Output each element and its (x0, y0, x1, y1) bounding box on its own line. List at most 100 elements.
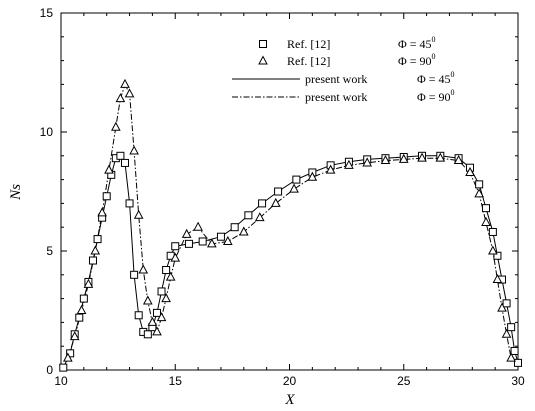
ticks (60, 12, 519, 371)
legend-item-1: Ref. [12] Φ = 450 (259, 35, 436, 51)
data-point-square (502, 299, 511, 308)
data-point-square (488, 227, 497, 236)
data-point-triangle (307, 171, 318, 181)
data-point-triangle (124, 88, 135, 98)
series-markers-2 (63, 78, 516, 362)
data-point-triangle (193, 221, 203, 231)
data-point-triangle (362, 157, 373, 167)
data-point-triangle (111, 121, 121, 131)
data-point-triangle (465, 166, 475, 176)
x-tick-label: 15 (169, 374, 183, 388)
x-tick-label: 25 (397, 374, 411, 388)
series-layer (59, 78, 522, 372)
data-point-square (125, 199, 134, 208)
legend-ref-text: present work (305, 90, 367, 104)
legend-phi-text: Φ = 450 (398, 35, 436, 51)
data-point-square (198, 237, 207, 246)
legend-ref-text: present work (305, 72, 367, 86)
data-point-triangle (398, 153, 409, 163)
data-point-triangle (142, 295, 153, 305)
x-axis-title: X (284, 392, 295, 408)
data-point-triangle (254, 212, 265, 222)
legend-phi-text: Φ = 900 (398, 52, 436, 68)
legend-item-2: Ref. [12] Φ = 900 (258, 52, 436, 68)
data-point-square (292, 175, 301, 184)
series-line (62, 155, 519, 368)
data-point-triangle (90, 245, 101, 255)
data-point-square (152, 308, 161, 317)
data-point-square (102, 192, 111, 201)
data-point-triangle (152, 326, 162, 336)
data-point-square (514, 358, 522, 367)
data-point-square (507, 323, 516, 332)
legend-triangle-symbol (258, 55, 268, 65)
data-point-triangle (453, 154, 464, 165)
data-point-triangle (147, 316, 158, 326)
data-point-square (258, 199, 267, 208)
y-tick-label: 0 (46, 363, 53, 377)
data-point-triangle (83, 278, 94, 288)
series-3 (62, 155, 519, 368)
legend-phi-text: Φ = 450 (417, 70, 455, 86)
data-point-triangle (63, 352, 73, 362)
data-point-triangle (129, 145, 139, 155)
data-point-square (216, 232, 225, 241)
data-point-square (59, 363, 68, 372)
y-axis-title: Ns (8, 184, 24, 201)
data-point-square (493, 251, 502, 260)
y-tick-label: 10 (40, 125, 54, 139)
y-tick-label: 5 (46, 244, 53, 258)
data-point-square (134, 311, 143, 320)
data-point-triangle (492, 273, 503, 284)
series-4 (67, 83, 512, 359)
data-point-triangle (97, 207, 107, 217)
data-point-triangle (417, 152, 427, 162)
tick-labels: 10 15 20 25 30 0 5 10 15 (40, 6, 525, 388)
data-point-square (244, 211, 253, 220)
data-point-triangle (474, 188, 484, 198)
data-point-triangle (238, 226, 249, 236)
data-point-square (130, 270, 139, 279)
data-point-triangle (138, 264, 149, 274)
data-point-triangle (501, 328, 512, 338)
data-point-square (475, 180, 484, 189)
data-point-triangle (115, 93, 126, 103)
y-tick-label: 15 (40, 6, 54, 20)
data-point-square (274, 187, 283, 196)
data-point-triangle (222, 235, 233, 245)
legend-item-3: present work Φ = 450 (232, 70, 455, 86)
data-point-square (230, 223, 239, 232)
data-point-triangle (133, 209, 144, 219)
legend-degree-superscript: 0 (451, 88, 455, 97)
data-point-triangle (325, 164, 336, 174)
data-point-triangle (181, 228, 192, 238)
data-point-square (482, 204, 491, 213)
data-point-square (75, 313, 84, 322)
legend-degree-superscript: 0 (432, 52, 436, 61)
x-tick-label: 10 (54, 374, 68, 388)
legend-square-symbol (259, 40, 267, 48)
legend-degree-superscript: 0 (432, 35, 436, 44)
legend-item-4: present work Φ = 900 (232, 88, 455, 104)
data-point-triangle (206, 238, 217, 248)
data-point-square (184, 239, 193, 248)
data-point-triangle (69, 331, 80, 341)
data-point-triangle (165, 271, 176, 281)
x-tick-label: 20 (283, 374, 297, 388)
legend-degree-superscript: 0 (451, 70, 455, 79)
data-point-triangle (270, 197, 281, 207)
series-line (67, 83, 512, 359)
data-point-triangle (506, 352, 516, 362)
data-point-triangle (104, 164, 114, 174)
data-point-triangle (344, 159, 354, 169)
data-point-square (510, 346, 519, 355)
data-point-triangle (481, 216, 491, 226)
x-tick-label: 30 (511, 374, 525, 388)
legend-ref-text: Ref. [12] (287, 54, 330, 68)
data-point-triangle (170, 252, 181, 262)
data-point-square (93, 235, 102, 244)
data-point-triangle (488, 245, 498, 255)
legend: Ref. [12] Φ = 450 Ref. [12] Φ = 900 present … (232, 35, 455, 104)
data-point-triangle (156, 312, 167, 322)
